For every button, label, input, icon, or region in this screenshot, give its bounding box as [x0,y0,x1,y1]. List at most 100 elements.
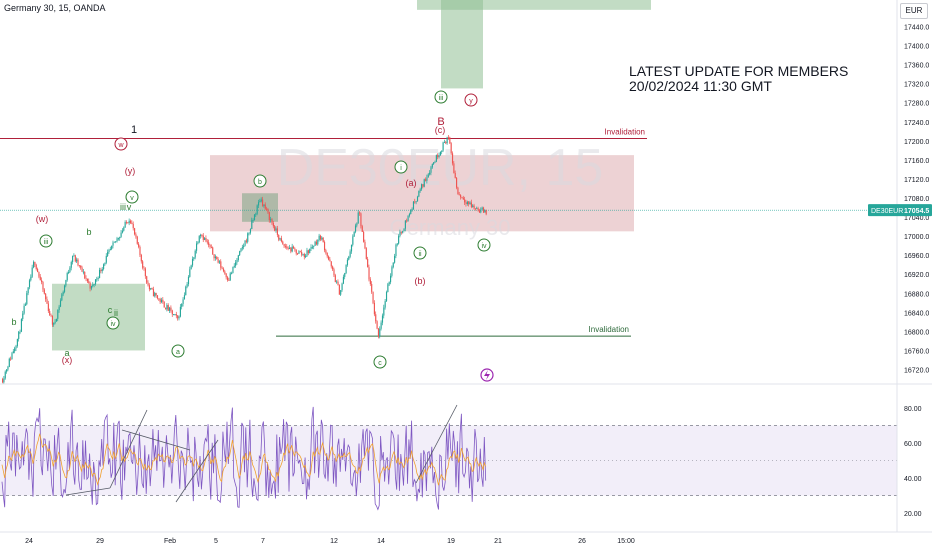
x-tick-label: 7 [261,538,265,545]
alert-icon[interactable] [480,368,494,382]
candle [99,267,101,279]
svg-text:b: b [11,317,16,327]
candle [155,292,157,298]
wave-label[interactable]: w [114,137,128,151]
candle [182,297,184,307]
zone-box[interactable] [441,0,483,89]
candle [22,310,24,322]
candle [408,212,411,218]
wave-label[interactable]: b [253,174,267,188]
trend-line[interactable] [121,429,191,451]
wave-label[interactable]: b [86,227,91,237]
wave-label[interactable]: v [125,190,139,204]
wave-label[interactable]: (y) [125,166,136,176]
candle [309,248,311,254]
zone-box[interactable] [242,193,278,222]
candle [403,228,405,232]
wave-label[interactable]: (x) [62,355,73,365]
candle [318,233,320,242]
candle [236,257,238,265]
wave-label[interactable]: v [127,202,132,212]
svg-text:ii: ii [114,308,118,318]
candle [72,255,74,265]
candle [446,136,448,145]
y-tick-label: 17080.0 [904,196,929,203]
candle [365,247,367,260]
candle [244,240,246,247]
candle [402,230,404,234]
candle [411,207,413,212]
candle [307,249,309,256]
candle [356,222,358,228]
candle [449,136,451,144]
trend-line[interactable] [109,409,148,489]
trend-line[interactable] [175,439,219,503]
wave-label[interactable]: iv [477,238,491,252]
trend-line[interactable] [65,487,111,496]
candle [348,255,350,261]
candle [135,232,137,239]
wave-label[interactable]: (a) [406,178,417,188]
wave-label[interactable]: (w) [36,214,49,224]
candle [162,297,164,304]
wave-label[interactable]: c [373,355,387,369]
candle [241,244,243,251]
candle [156,295,159,300]
invalidation-label: Invalidation [589,325,629,334]
zone-box[interactable] [210,155,634,232]
candle [228,277,230,281]
candle [94,278,97,286]
wave-label[interactable]: y [464,93,478,107]
candle [287,246,289,251]
candle [14,346,16,354]
svg-text:iii: iii [439,95,444,102]
candle [485,209,487,216]
candle [457,186,459,195]
currency-button[interactable]: EUR [900,3,928,19]
candle [154,291,156,298]
wave-label[interactable]: c [108,305,113,315]
wave-label[interactable]: (c) [435,125,446,135]
candle [212,246,214,255]
candle [384,299,386,310]
candle [357,209,359,224]
candle [63,284,66,294]
wave-label[interactable]: ii [413,246,427,260]
candle [481,206,483,210]
candle [435,154,437,163]
candle [214,254,217,261]
candle [2,377,4,384]
wave-label[interactable]: b [11,317,16,327]
y-tick-label: 17240.0 [904,120,929,127]
svg-text:(c): (c) [435,125,446,135]
zone-box[interactable] [52,283,145,351]
wave-label[interactable]: ii [114,308,118,318]
wave-label[interactable]: iv [106,316,120,330]
candle [443,139,446,144]
candle [439,151,441,156]
candle [458,191,460,196]
candle [166,303,168,312]
trend-line[interactable] [415,404,458,484]
wave-label[interactable]: B [437,116,444,128]
candle [57,309,59,322]
x-tick-label: 15:00 [617,538,635,545]
wave-label[interactable]: a [171,344,185,358]
wave-label[interactable]: (b) [415,276,426,286]
candle [77,258,79,267]
wave-label[interactable]: iii [120,202,126,212]
candle [186,282,188,289]
wave-label[interactable]: i [394,160,408,174]
candle [187,275,190,287]
wave-label[interactable]: iii [39,234,53,248]
wave-label[interactable]: a [64,348,69,358]
candle [426,174,428,184]
candle [325,248,327,255]
candle [183,292,186,300]
candle [272,221,274,229]
wave-label[interactable]: 1 [131,124,137,136]
zone-box[interactable] [417,0,651,10]
wave-label[interactable]: iii [434,90,448,104]
candle [270,216,272,223]
